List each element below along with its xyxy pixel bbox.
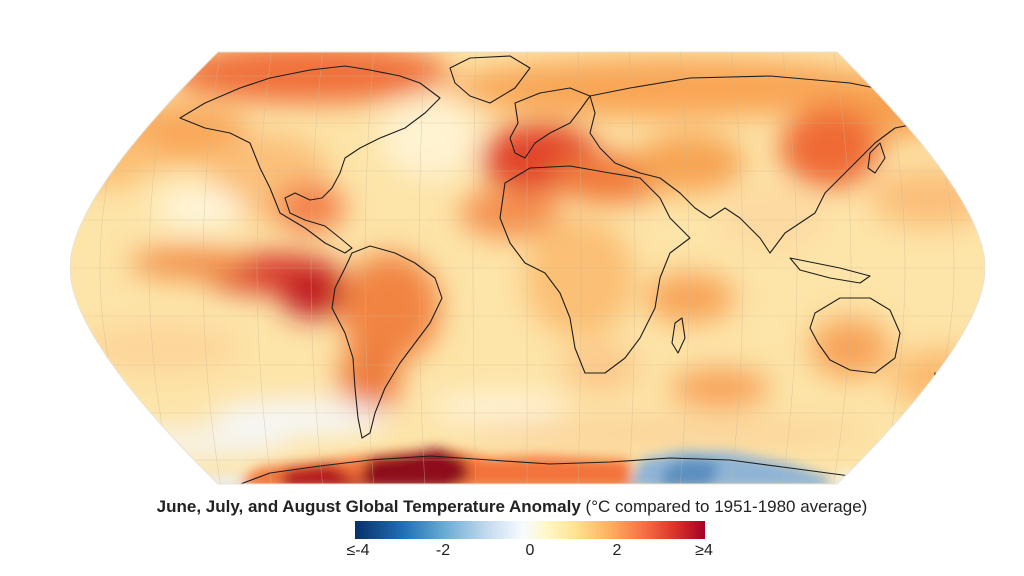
anomaly-field	[70, 52, 985, 458]
legend-tick-zero: 0	[525, 542, 535, 559]
coast-australia	[809, 297, 901, 374]
color-scale-bar	[355, 521, 705, 539]
legend-tick-max: ≥4	[695, 542, 713, 559]
coast-north-america	[179, 65, 441, 254]
legend-tick-min: ≤-4	[346, 542, 370, 559]
coast-south-america	[331, 245, 443, 439]
coast-madagascar	[671, 317, 686, 354]
caption-subtitle: (°C compared to 1951-1980 average)	[585, 497, 868, 516]
anomaly-map-svg	[70, 51, 985, 485]
graticule	[70, 52, 985, 484]
globe-outline	[70, 51, 985, 485]
coast-japan	[867, 142, 886, 174]
legend-tick-neg2: -2	[435, 542, 451, 559]
coast-indonesia	[789, 257, 871, 284]
world-map	[70, 48, 985, 488]
coast-africa	[499, 165, 691, 374]
coast-greenland	[449, 55, 531, 104]
coastlines	[179, 55, 943, 484]
coast-europe	[509, 87, 591, 159]
caption-title: June, July, and August Global Temperatur…	[156, 497, 581, 516]
coast-antarctica	[229, 455, 891, 484]
legend-tick-pos2: 2	[612, 542, 622, 559]
map-caption: June, July, and August Global Temperatur…	[0, 497, 1024, 517]
